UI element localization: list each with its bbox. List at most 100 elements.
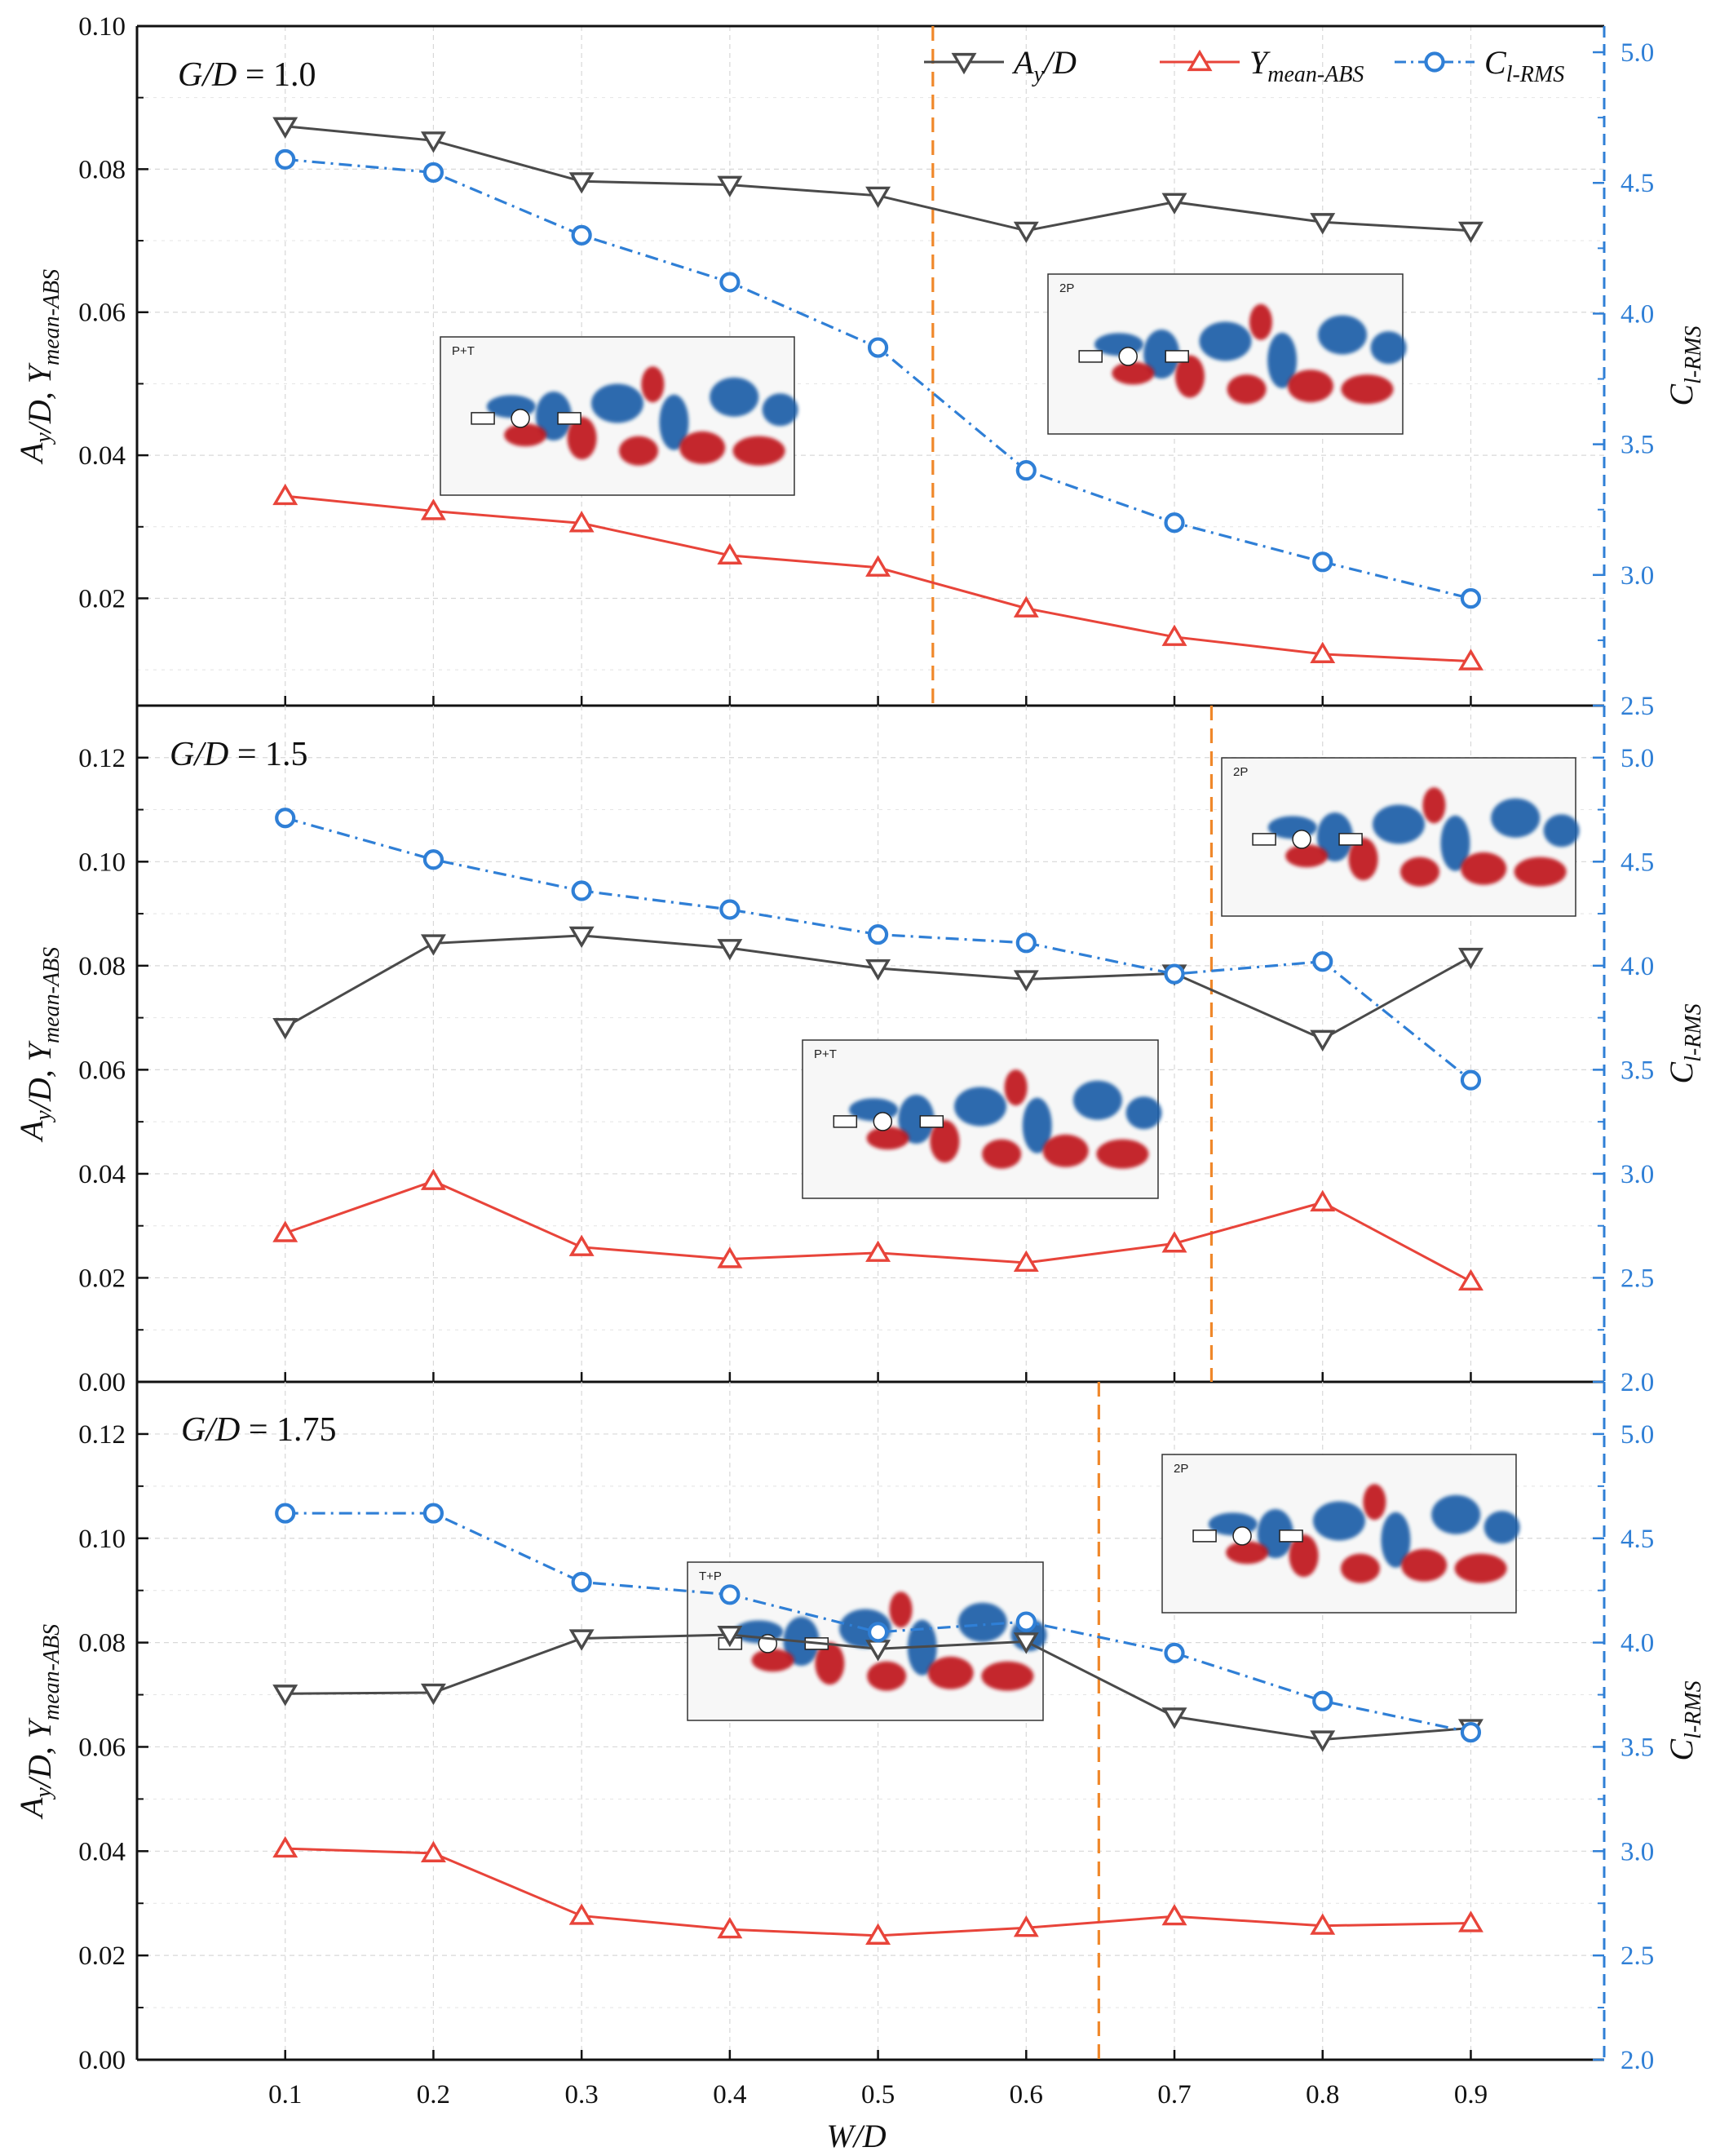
- data-point-clrms: [719, 272, 741, 293]
- data-point-clrms: [422, 1503, 444, 1524]
- data-point-ymean: [568, 511, 595, 533]
- data-point-ay: [1457, 947, 1483, 970]
- data-point-clrms: [275, 1503, 296, 1524]
- vortex-blob: [1514, 857, 1567, 887]
- y-right-tick-label: 4.5: [1621, 169, 1654, 198]
- vortex-blob: [1348, 838, 1378, 881]
- body-rect-upstream: [471, 412, 495, 425]
- vortex-blob: [1373, 804, 1425, 844]
- data-point-clrms: [1015, 1611, 1037, 1632]
- body-cylinder: [1118, 347, 1138, 366]
- body-rect-upstream: [1078, 350, 1103, 363]
- series-ay: [272, 117, 1483, 244]
- data-point-ymean: [1310, 1913, 1336, 1935]
- y-right-tick-label: 5.0: [1621, 744, 1654, 773]
- data-point-ymean: [1161, 1903, 1187, 1926]
- data-point-ymean: [717, 542, 743, 564]
- vortex-blob: [1096, 1139, 1149, 1169]
- y-right-tick-label: 3.5: [1621, 1056, 1654, 1085]
- data-point-ay: [1310, 1730, 1336, 1752]
- panel-3: 2P T+P 0.00 0.02 0.04 0.06 0.08 0.10 0.12 2.0 2.5 3…: [13, 1382, 1706, 2075]
- data-point-ymean: [1457, 1910, 1483, 1932]
- vortex-blob: [1400, 857, 1440, 887]
- vortex-blob: [1042, 1134, 1089, 1167]
- vortex-blob: [762, 393, 798, 427]
- data-point-clrms: [1164, 1642, 1185, 1664]
- y-left-tick-label: 0.10: [78, 848, 126, 877]
- data-point-ymean: [420, 1840, 446, 1862]
- panel-title: G/D = 1.5: [170, 736, 308, 773]
- body-rect-upstream: [1192, 1530, 1217, 1543]
- series-ymean: [272, 483, 1483, 671]
- body-cylinder: [873, 1112, 893, 1131]
- vortex-blob: [1287, 370, 1333, 403]
- y-left-tick-label: 0.12: [78, 744, 126, 773]
- vortex-blob: [567, 417, 597, 460]
- vortex-blob: [1483, 1511, 1520, 1544]
- body-rect-downstream: [919, 1115, 944, 1128]
- data-point-clrms: [422, 162, 444, 184]
- vortex-blob: [1491, 798, 1541, 838]
- y-right-tick-label: 2.5: [1621, 1264, 1654, 1293]
- data-point-ay: [568, 1629, 595, 1651]
- data-point-ay: [717, 939, 743, 961]
- y-right-tick-label: 3.0: [1621, 561, 1654, 591]
- y-right-tick-label: 2.5: [1621, 1941, 1654, 1971]
- data-point-ymean: [420, 1168, 446, 1190]
- data-point-ymean: [1161, 624, 1187, 646]
- data-point-ymean: [420, 498, 446, 520]
- data-point-ymean: [568, 1903, 595, 1925]
- vortex-blob: [679, 431, 726, 464]
- series-ay: [272, 1625, 1483, 1752]
- vortex-blob: [1316, 812, 1353, 861]
- y-left-tick-label: 0.08: [78, 155, 126, 184]
- series-ymean: [272, 1168, 1483, 1291]
- x-axis-title: W/D: [826, 2118, 886, 2154]
- data-point-ymean: [1013, 1915, 1039, 1937]
- vortex-blob: [1431, 1494, 1481, 1534]
- data-point-clrms: [867, 923, 889, 945]
- y-left-tick-label: 0.08: [78, 1629, 126, 1658]
- inset-mode-label: 2P: [1233, 765, 1248, 779]
- vortex-blob: [1004, 1069, 1028, 1106]
- data-point-clrms: [1015, 460, 1037, 481]
- flow-inset-0: 2P: [1221, 757, 1580, 917]
- series-clrms: [275, 1503, 1482, 1743]
- y-right-tick-label: 2.5: [1621, 692, 1654, 721]
- data-point-ay: [1310, 213, 1336, 235]
- data-point-ay: [1310, 1029, 1336, 1051]
- vortex-blob: [866, 1127, 909, 1150]
- data-point-ay: [1161, 1707, 1187, 1729]
- data-point-ymean: [865, 1923, 891, 1945]
- data-point-clrms: [1460, 1069, 1482, 1091]
- vortex-blob: [1289, 1534, 1319, 1578]
- data-point-ay: [717, 175, 743, 197]
- data-point-ay: [1013, 1632, 1039, 1654]
- flow-inset-1: 2P: [1047, 273, 1407, 435]
- y-left-tick-label: 0.00: [78, 1368, 126, 1397]
- data-point-ay: [865, 958, 891, 981]
- legend-item-clrms: Cl-RMS: [1395, 44, 1564, 87]
- data-point-ymean: [1310, 1189, 1336, 1212]
- data-point-clrms: [719, 1584, 741, 1605]
- vortex-blob: [1341, 1553, 1381, 1583]
- data-point-clrms: [1164, 512, 1185, 533]
- y-right-tick-label: 2.0: [1621, 1368, 1654, 1397]
- data-point-ay: [420, 1683, 446, 1706]
- legend-marker: [951, 52, 977, 75]
- y-left-tick-label: 0.12: [78, 1420, 126, 1450]
- legend: Ay/D Ymean-ABS Cl-RMS: [924, 44, 1564, 87]
- vortex-blob: [1227, 374, 1267, 405]
- y-right-tick-label: 4.0: [1621, 1629, 1654, 1658]
- data-point-clrms: [1015, 932, 1037, 954]
- x-tick-label: 0.9: [1454, 2080, 1488, 2110]
- vortex-blob: [732, 436, 785, 466]
- series-clrms: [275, 808, 1482, 1091]
- vortex-blob: [1143, 330, 1180, 379]
- y-right-tick-label: 4.0: [1621, 299, 1654, 329]
- x-tick-label: 0.6: [1010, 2080, 1043, 2110]
- vortex-blob: [1125, 1096, 1162, 1130]
- inset-mode-label: P+T: [452, 344, 475, 358]
- x-tick-labels: 0.1 0.2 0.3 0.4 0.5 0.6 0.7 0.8 0.9: [268, 2080, 1488, 2110]
- y-right-tick-label: 4.5: [1621, 848, 1654, 877]
